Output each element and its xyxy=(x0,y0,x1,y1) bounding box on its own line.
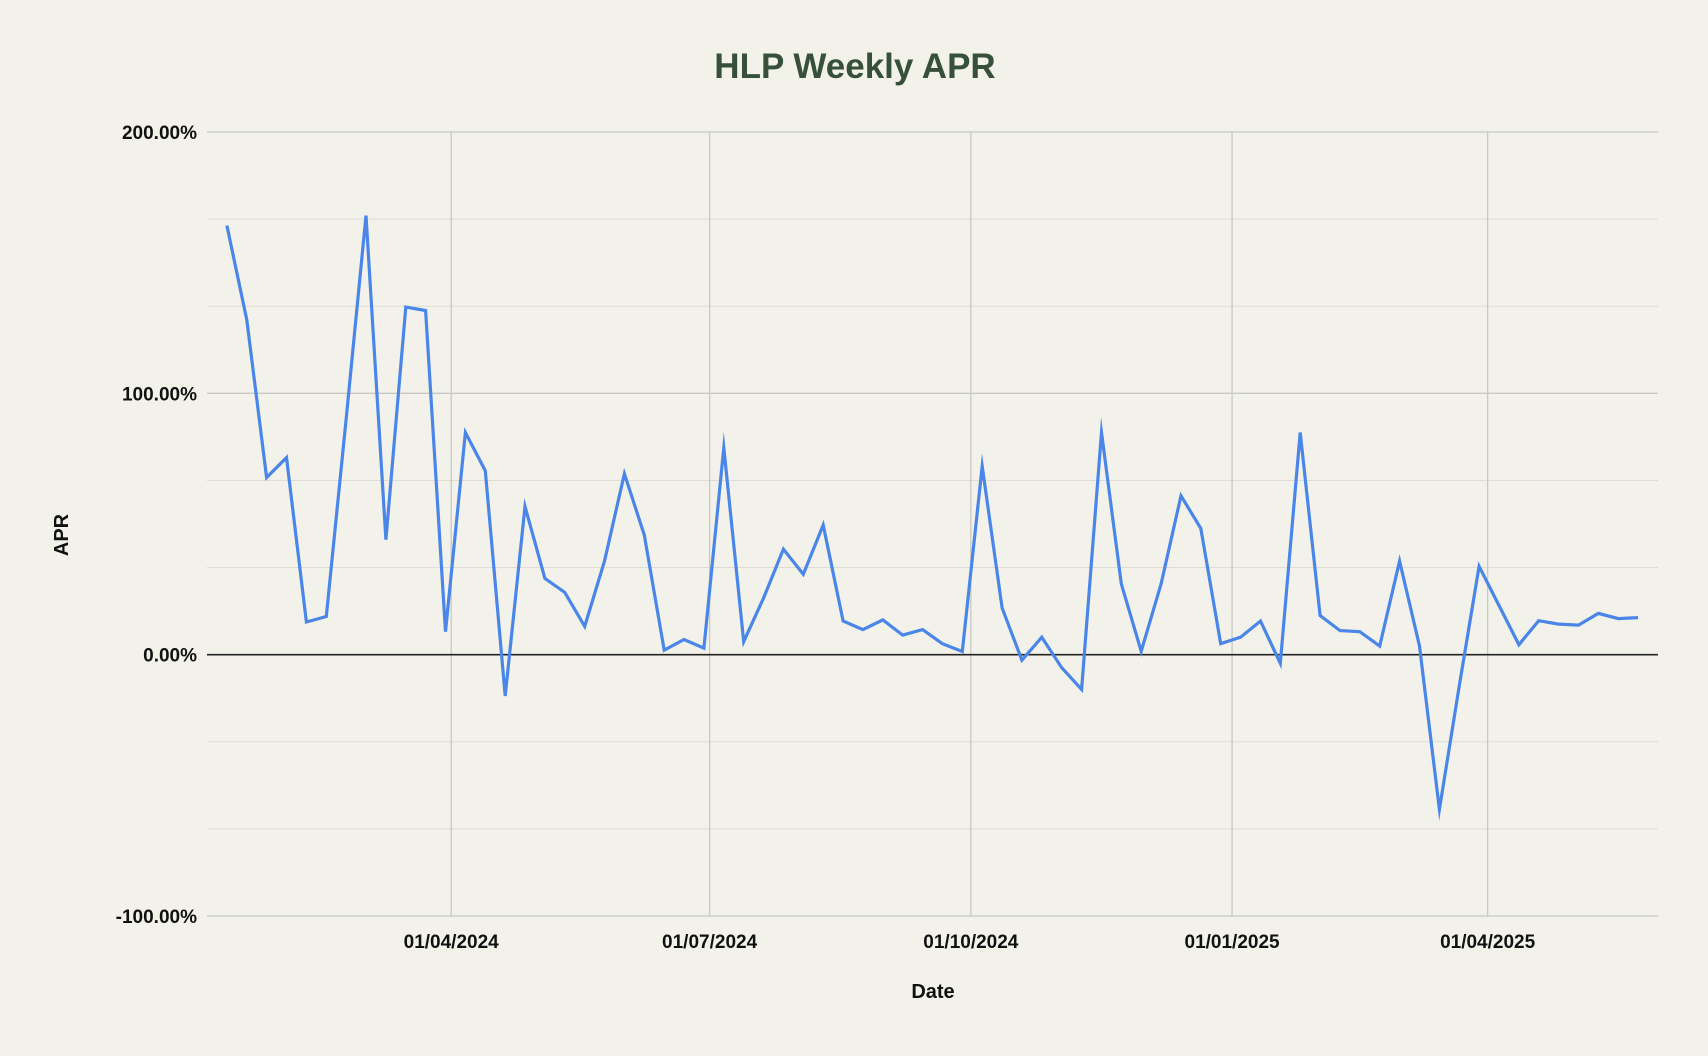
y-axis-label: APR xyxy=(51,513,73,556)
x-tick-label: 01/07/2024 xyxy=(662,932,758,953)
x-tick-label: 01/10/2024 xyxy=(923,932,1019,953)
x-axis-label: Date xyxy=(911,981,954,1003)
labels: HLP Weekly APR Date APR 01/04/2024 01/07/… xyxy=(51,47,1536,1003)
gridlines xyxy=(207,131,1658,917)
y-tick-label: 100.00% xyxy=(122,384,197,405)
chart-title: HLP Weekly APR xyxy=(714,47,995,86)
apr-series-line xyxy=(225,215,1639,821)
x-tick-label: 01/01/2025 xyxy=(1185,932,1281,953)
x-tick-label: 01/04/2025 xyxy=(1440,932,1536,953)
y-tick-label: -100.00% xyxy=(116,907,197,928)
x-tick-label: 01/04/2024 xyxy=(404,932,500,953)
y-tick-label: 0.00% xyxy=(143,646,197,667)
series xyxy=(225,215,1639,821)
y-tick-label: 200.00% xyxy=(122,123,197,144)
